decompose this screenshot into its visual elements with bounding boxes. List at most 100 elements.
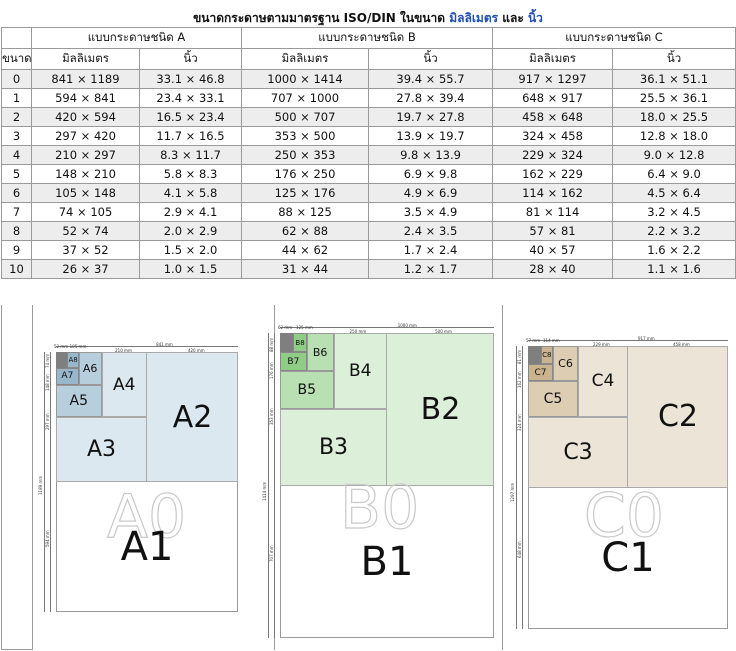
cell-b-in: 13.9 × 19.7 [367, 126, 494, 146]
sheet-7-label: A7 [61, 371, 74, 382]
cell-a-mm: 210 × 297 [31, 145, 140, 165]
cell-c-in: 3.2 × 4.5 [612, 202, 736, 222]
sheet-1-label: C1 [601, 535, 655, 582]
table-row: 3 297 × 420 11.7 × 16.5 353 × 500 13.9 × 19.… [1, 126, 736, 146]
sheet-3-label: B3 [318, 434, 349, 460]
cell-size: 9 [1, 240, 32, 260]
table-row: 1 594 × 841 23.4 × 33.1 707 × 1000 27.8 × 39… [1, 88, 736, 108]
dim-w7: 105 mm [69, 344, 87, 349]
dim-h7: 81 mm [517, 349, 522, 364]
dim-line-top [528, 340, 728, 341]
cell-a-in: 33.1 × 46.8 [139, 69, 242, 89]
cell-a-mm: 52 × 74 [31, 221, 140, 241]
cell-a-mm: 594 × 841 [31, 88, 140, 108]
sheet-0-label: B0 [339, 472, 420, 543]
sheet-1-label: B1 [360, 538, 414, 585]
dim-line-left-inner [44, 352, 45, 612]
dim-h1: 594 mm [45, 530, 50, 547]
sheet-4-label: A4 [113, 374, 136, 395]
cell-c-in: 1.6 × 2.2 [612, 240, 736, 260]
cell-c-mm: 229 × 324 [492, 145, 614, 165]
size-table-body: 0 841 × 1189 33.1 × 46.8 1000 × 1414 39.4 × … [1, 69, 736, 279]
sheet-8-label: A8 [68, 356, 78, 365]
cell-c-mm: 917 × 1297 [492, 69, 614, 89]
cell-c-in: 2.2 × 3.2 [612, 221, 736, 241]
dim-h3: 324 mm [517, 414, 522, 431]
sheet-9-10 [56, 352, 68, 369]
dim-h1: 707 mm [269, 545, 274, 562]
dim-h-total: 1297 mm [510, 482, 515, 502]
sheet-5-label: A5 [69, 392, 88, 409]
sheet-3 [56, 417, 147, 482]
cell-a-mm: 26 × 37 [31, 259, 140, 279]
dim-line-left [522, 346, 523, 629]
cell-c-mm: 162 × 229 [492, 164, 614, 184]
cell-a-mm: 420 × 594 [31, 107, 140, 127]
cell-a-in: 5.8 × 8.3 [139, 164, 242, 184]
dim-h5: 148 mm [45, 374, 50, 391]
sheet-6-label: C6 [558, 357, 573, 371]
dim-line-left [274, 333, 275, 638]
cell-b-mm: 88 × 125 [241, 202, 369, 222]
cell-a-in: 2.9 × 4.1 [139, 202, 242, 222]
cell-a-mm: 105 × 148 [31, 183, 140, 203]
table-row: 10 26 × 37 1.0 × 1.5 31 × 44 1.2 × 1.7 28 × 4… [1, 259, 736, 279]
dim-line-left-inner [268, 333, 269, 638]
cell-c-mm: 81 × 114 [492, 202, 614, 222]
dim-h5: 176 mm [269, 362, 274, 379]
dim-w0: 841 mm [156, 342, 173, 347]
cell-size: 3 [1, 126, 32, 146]
dim-w-quarter: 250 mm [349, 329, 367, 334]
sheet-4 [101, 352, 147, 417]
dim-h-total: 1189 mm [38, 475, 43, 495]
dim-w8: 62 mm [278, 325, 293, 330]
unit-mm-header: มิลลิเมตร [492, 48, 614, 70]
sheet-7 [280, 352, 307, 372]
unit-mm-header: มิลลิเมตร [241, 48, 369, 70]
dim-h-total: 1414 mm [262, 481, 267, 501]
cell-c-in: 12.8 × 18.0 [612, 126, 736, 146]
title-prefix: ขนาดกระดาษตามมาตรฐาน ISO/DIN ในขนาด [193, 11, 450, 25]
cell-b-mm: 176 × 250 [241, 164, 369, 184]
cell-size: 1 [1, 88, 32, 108]
cell-a-mm: 37 × 52 [31, 240, 140, 260]
diagram-row: A0 A1 A2 A3 A4 A5 A6 A7 A8 841 mm 420 mm 210 mm 105 … [1, 305, 735, 650]
cell-c-mm: 458 × 648 [492, 107, 614, 127]
sheet-8 [67, 352, 79, 369]
sheet-8 [540, 346, 553, 364]
sheet-3-label: C3 [563, 439, 593, 465]
cell-c-mm: 114 × 162 [492, 183, 614, 203]
cell-size: 10 [1, 259, 32, 279]
cell-b-mm: 500 × 707 [241, 107, 369, 127]
cell-a-in: 16.5 × 23.4 [139, 107, 242, 127]
table-row: 8 52 × 74 2.0 × 2.9 62 × 88 2.4 × 3.5 57 × 81… [1, 221, 736, 241]
table-row: 5 148 × 210 5.8 × 8.3 176 × 250 6.9 × 9.8 162… [1, 164, 736, 184]
sheet-4 [333, 333, 387, 410]
dim-w8: 57 mm [526, 338, 541, 343]
table-row: 7 74 × 105 2.9 × 4.1 88 × 125 3.5 × 4.9 81 × … [1, 202, 736, 222]
table-row: 4 210 × 297 8.3 × 11.7 250 × 353 9.8 × 13.9 2… [1, 145, 736, 165]
cell-b-in: 39.4 × 55.7 [367, 69, 494, 89]
unit-mm-header: มิลลิเมตร [31, 48, 140, 70]
sheet-2-label: A2 [172, 399, 213, 435]
series-a-header: แบบกระดาษชนิด A [31, 27, 242, 49]
dim-w-quarter: 229 mm [593, 342, 610, 347]
table-row: 6 105 × 148 4.1 × 5.8 125 × 176 4.9 × 6.9 114… [1, 183, 736, 203]
series-c-header: แบบกระดาษชนิด C [492, 27, 736, 49]
table-row: 9 37 × 52 1.5 × 2.0 44 × 62 1.7 × 2.4 40 × 57… [1, 240, 736, 260]
sheet-6-label: A6 [82, 361, 98, 375]
sheet-7 [528, 363, 553, 382]
cell-b-mm: 31 × 44 [241, 259, 369, 279]
corner-cell [1, 27, 32, 49]
cell-a-mm: 297 × 420 [31, 126, 140, 146]
sheet-9-10 [528, 346, 541, 364]
page-title: ขนาดกระดาษตามมาตรฐาน ISO/DIN ในขนาด มิลล… [0, 9, 736, 27]
sheet-3 [528, 416, 628, 488]
cell-a-in: 8.3 × 11.7 [139, 145, 242, 165]
sheet-5 [56, 384, 102, 417]
cell-b-in: 4.9 × 6.9 [367, 183, 494, 203]
dim-line-left-inner [516, 346, 517, 629]
sheet-5-label: B5 [297, 382, 316, 399]
dim-line-left [50, 352, 51, 612]
cell-a-mm: 148 × 210 [31, 164, 140, 184]
